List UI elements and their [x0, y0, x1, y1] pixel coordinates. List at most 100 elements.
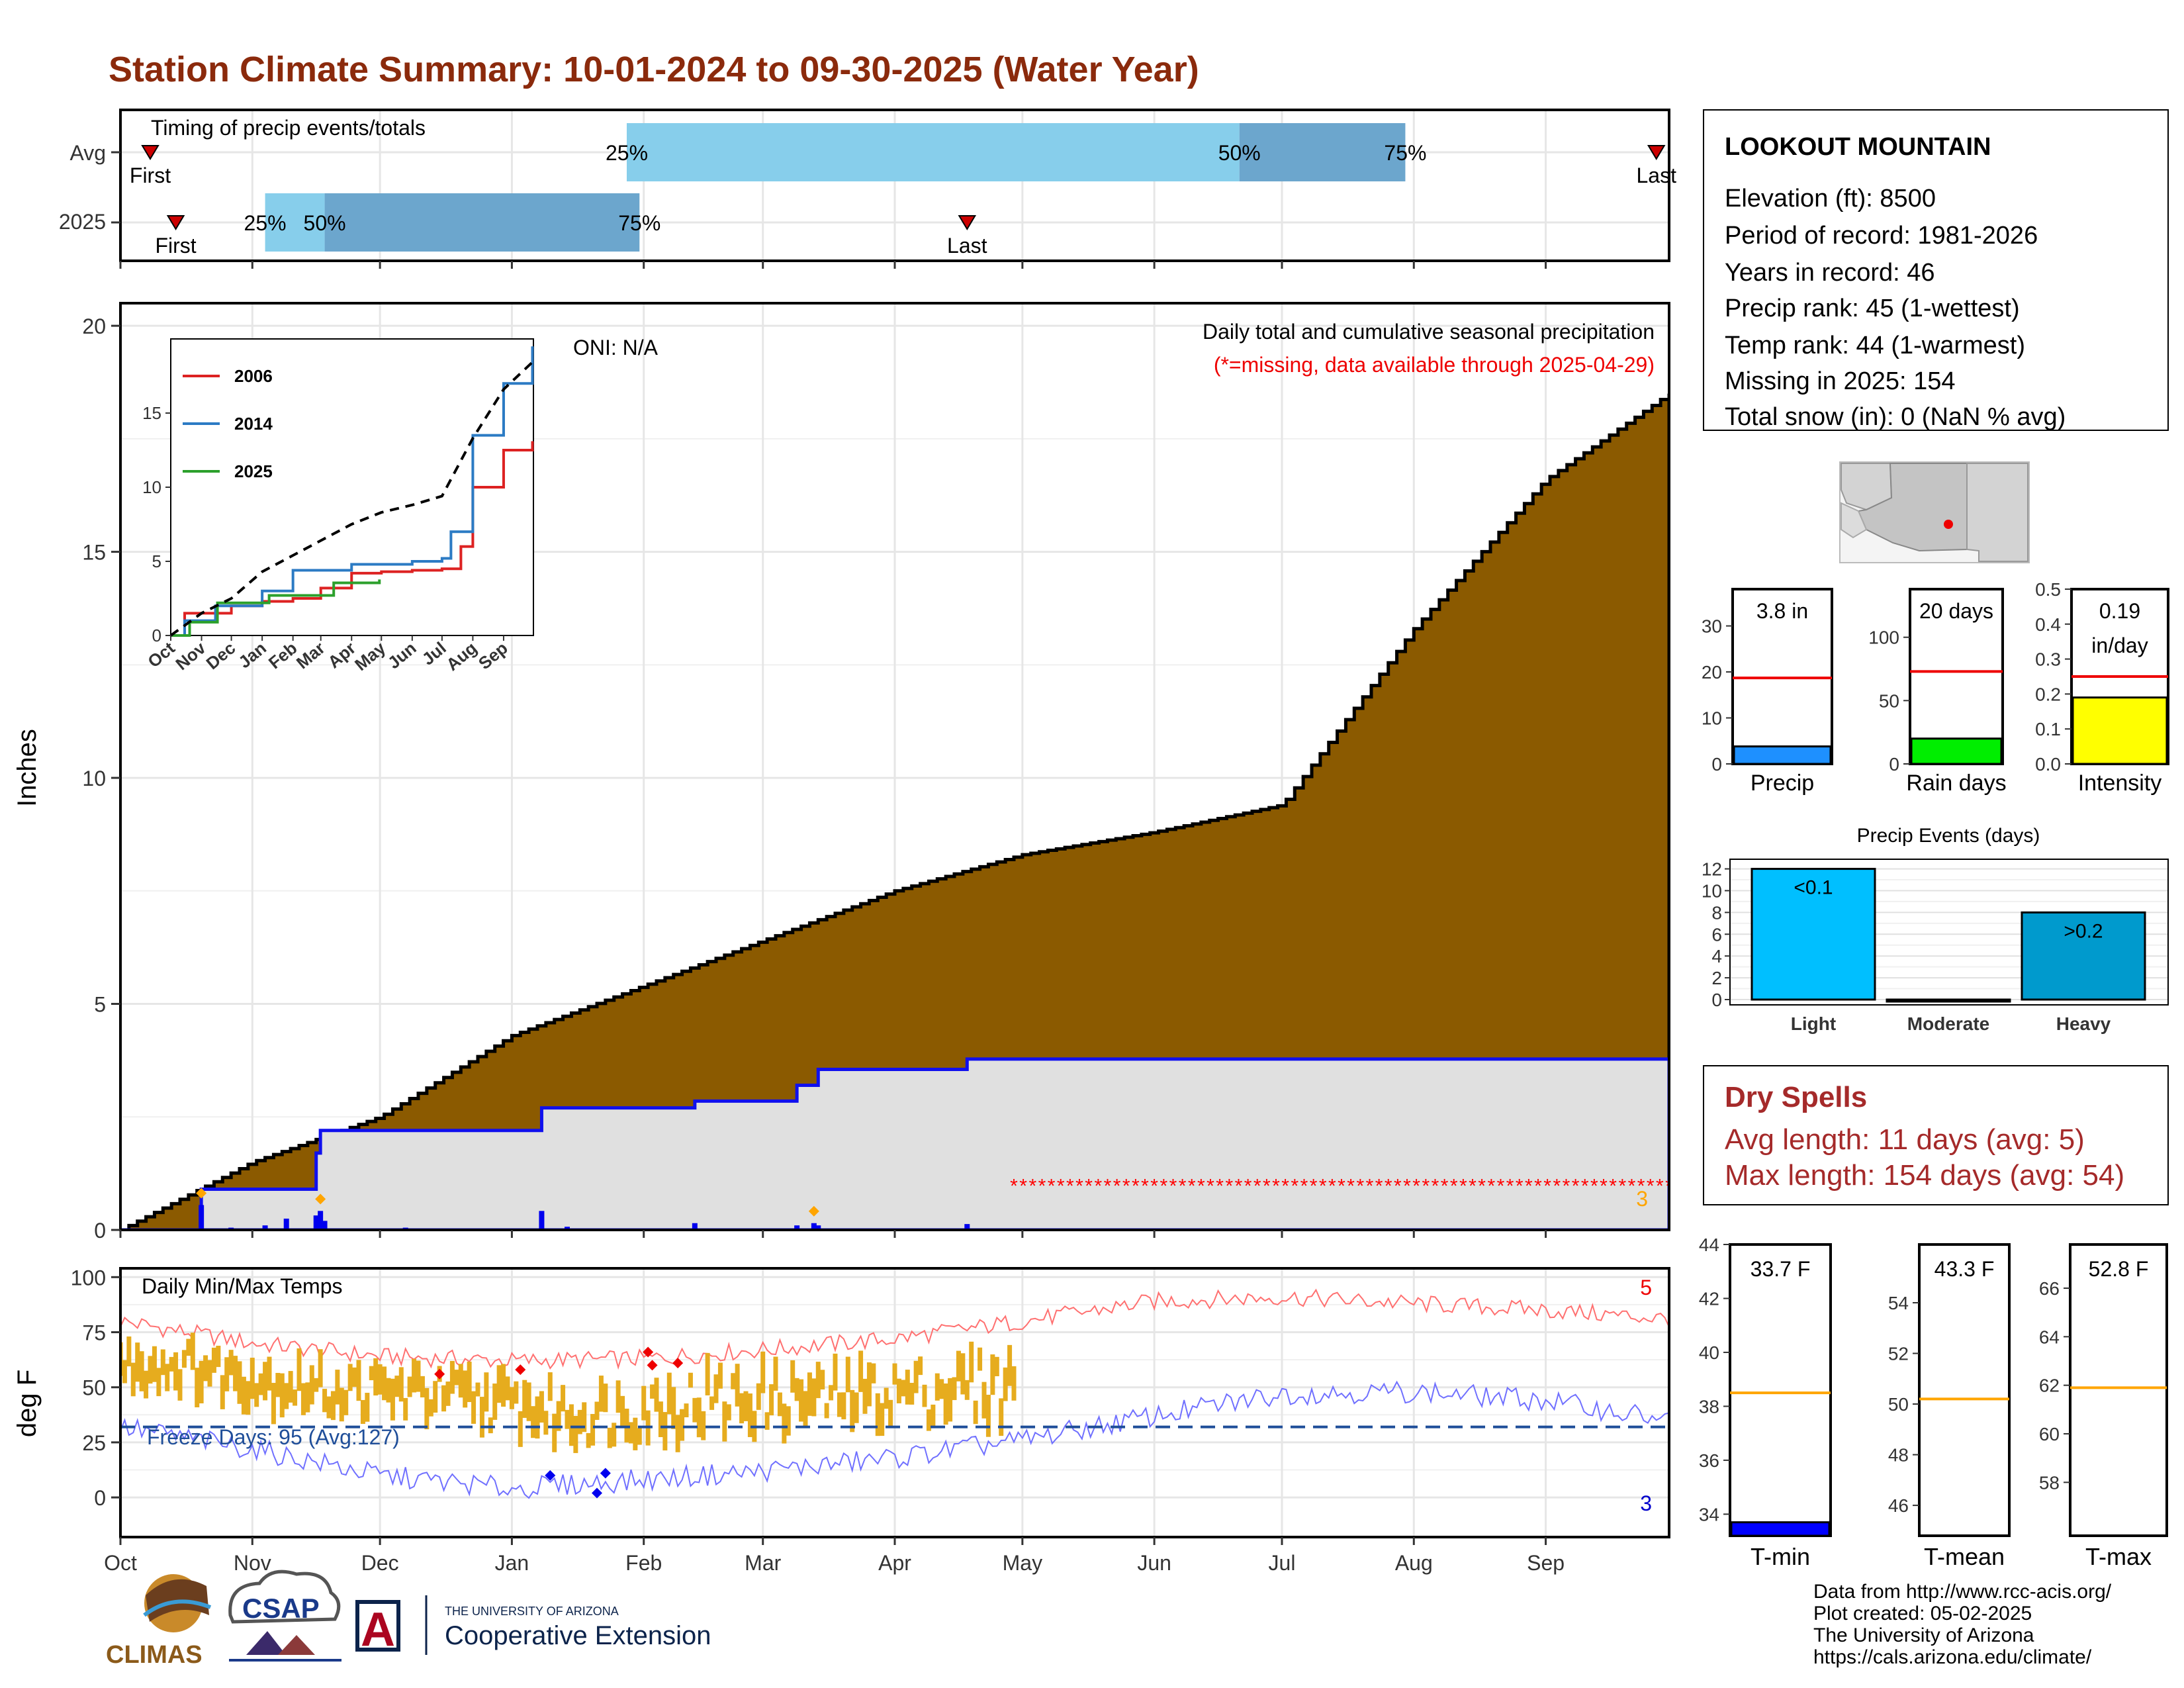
daily-temp-range [829, 1385, 834, 1401]
temp-xtick-label: Aug [1395, 1551, 1433, 1575]
missing-day-marker: * [1375, 1176, 1383, 1197]
daily-temp-range [449, 1360, 455, 1394]
avg-cumulative-area [120, 393, 1669, 1230]
intensity-value-label: in/day [2091, 633, 2148, 657]
timing-pct-label: 75% [1384, 141, 1426, 165]
precip-events-ytick-label: 0 [1711, 990, 1722, 1010]
inset-ytick-label: 10 [142, 477, 161, 497]
rain-days-tick-label: 50 [1879, 690, 1899, 711]
daily-temp-range [330, 1391, 336, 1421]
daily-temp-range [518, 1411, 523, 1447]
daily-temp-range [854, 1392, 859, 1423]
daily-temp-range [539, 1391, 544, 1423]
extreme-count-label: 3 [1636, 1187, 1648, 1211]
daily-temp-range [318, 1349, 323, 1387]
credit-line: Plot created: 05-02-2025 [1813, 1603, 2032, 1624]
missing-day-marker: * [1412, 1176, 1420, 1197]
daily-temp-range [939, 1379, 944, 1399]
temp-extreme-marker [643, 1346, 654, 1358]
temp-extreme-marker [545, 1470, 556, 1481]
daily-temp-range [909, 1383, 915, 1405]
climas-logo: CLIMAS [106, 1574, 212, 1669]
daily-temp-range [684, 1403, 689, 1418]
daily-temp-range [424, 1387, 430, 1430]
daily-precip-bar [318, 1211, 324, 1230]
timing-bar-50-75 [324, 193, 640, 252]
missing-day-marker: * [1572, 1176, 1580, 1197]
missing-day-marker: * [1385, 1176, 1392, 1197]
intensity-tick-label: 0.0 [2035, 754, 2061, 774]
missing-day-marker: * [1356, 1176, 1364, 1197]
missing-day-marker: * [1609, 1176, 1617, 1197]
temp-extreme-marker [647, 1360, 658, 1371]
daily-temp-range [267, 1356, 272, 1391]
missing-day-marker: * [1197, 1176, 1205, 1197]
daily-temp-range [858, 1350, 864, 1392]
daily-temp-range [782, 1403, 787, 1444]
daily-temp-range [326, 1396, 332, 1419]
daily-precip-bar [692, 1223, 698, 1230]
daily-temp-range [484, 1372, 489, 1412]
missing-day-marker: * [1394, 1176, 1402, 1197]
daily-temp-range [675, 1415, 680, 1452]
daily-temp-range [594, 1401, 600, 1421]
daily-temp-range [356, 1360, 361, 1401]
station-name: LOOKOUT MOUNTAIN [1725, 133, 1991, 161]
missing-day-marker: * [1122, 1176, 1130, 1197]
daily-temp-range [841, 1392, 846, 1420]
precip-event-category: Moderate [1907, 1013, 1989, 1034]
credit-line: https://cals.arizona.edu/climate/ [1813, 1646, 2092, 1668]
daily-temp-range [799, 1379, 804, 1422]
daily-temp-range [731, 1373, 736, 1389]
timing-event-marker [166, 215, 185, 230]
precip-events-ytick-label: 6 [1711, 924, 1722, 945]
missing-day-marker: * [1516, 1176, 1524, 1197]
daily-temp-range [948, 1378, 953, 1422]
daily-temp-range [892, 1363, 897, 1385]
intensity-tick-label: 0.5 [2035, 579, 2061, 600]
dry-spells-title: Dry Spells [1725, 1081, 1867, 1113]
station-precip-rank: Precip rank: 45 (1-wettest) [1725, 295, 2020, 322]
timing-event-marker [1647, 145, 1666, 160]
oni-label: ONI: N/A [573, 336, 659, 359]
daily-temp-range [496, 1365, 502, 1403]
daily-temp-range [365, 1393, 370, 1422]
daily-temp-range [531, 1406, 536, 1438]
temp-xtick-label: Jun [1137, 1551, 1171, 1575]
intensity-tick-label: 0.2 [2035, 684, 2061, 704]
tmin-tick-label: 34 [1699, 1504, 1719, 1524]
daily-temp-range [479, 1397, 484, 1438]
daily-temp-range [547, 1372, 553, 1401]
tmin-tick-label: 38 [1699, 1396, 1719, 1417]
timing-bar-25-50 [265, 193, 325, 252]
daily-temp-range [837, 1392, 842, 1417]
timing-event-marker [141, 145, 159, 160]
tmax-tick-label: 66 [2039, 1278, 2060, 1299]
daily-temp-range [169, 1356, 174, 1372]
temp-extreme-marker [592, 1487, 602, 1499]
daily-temp-range [722, 1401, 727, 1442]
daily-temp-range [135, 1342, 140, 1382]
daily-temp-range [382, 1366, 387, 1401]
cumulative-2025-area [120, 1057, 1669, 1230]
daily-temp-range [1007, 1344, 1013, 1386]
daily-temp-range [981, 1382, 987, 1419]
missing-day-marker: * [1113, 1176, 1121, 1197]
daily-temp-range [888, 1399, 893, 1429]
daily-temp-range [565, 1409, 570, 1429]
daily-temp-range [628, 1422, 633, 1444]
missing-day-marker: * [1291, 1176, 1298, 1197]
missing-day-marker: * [1169, 1176, 1177, 1197]
daily-temp-range [373, 1358, 379, 1396]
missing-day-marker: * [1590, 1176, 1598, 1197]
avg-min-temp-line [120, 1380, 1669, 1499]
missing-day-marker: * [1094, 1176, 1102, 1197]
daily-temp-range [360, 1399, 365, 1425]
daily-temp-range [386, 1378, 391, 1403]
daily-temp-range [309, 1365, 314, 1405]
daily-temp-range [637, 1428, 642, 1445]
missing-day-marker: * [1319, 1176, 1327, 1197]
daily-temp-range [820, 1370, 825, 1390]
missing-day-marker: * [1469, 1176, 1477, 1197]
tmax-tick-label: 60 [2039, 1424, 2060, 1444]
